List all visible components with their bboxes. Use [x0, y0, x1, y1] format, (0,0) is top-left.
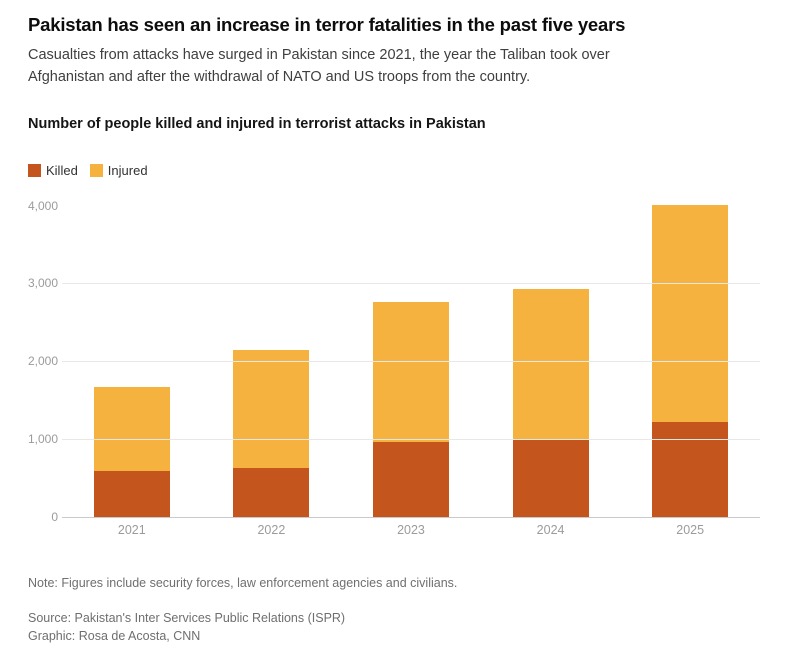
chart-subtitle: Casualties from attacks have surged in P…	[28, 47, 610, 85]
legend-label-killed: Killed	[46, 162, 78, 178]
y-tick-label: 1,000	[28, 431, 59, 446]
gridline	[62, 438, 760, 440]
stacked-bar-2024	[512, 289, 589, 517]
bar-segment-injured-2022	[233, 350, 310, 468]
x-tick-label: 2023	[397, 522, 425, 537]
bar-column-2021	[62, 191, 202, 517]
bar-segment-injured-2023	[372, 301, 449, 442]
x-tick-label: 2022	[257, 522, 286, 537]
y-tick-label: 2,000	[28, 353, 59, 368]
bar-column-2022	[202, 191, 342, 517]
bar-segment-injured-2024	[512, 289, 589, 440]
x-axis-baseline	[62, 516, 760, 518]
injured-swatch-icon	[89, 163, 103, 177]
y-tick-label: 0	[51, 509, 58, 524]
bar-column-2023	[341, 191, 481, 517]
footnote: Note: Figures include security forces, l…	[28, 575, 458, 590]
bar-segment-killed-2025	[652, 422, 729, 517]
bar-segment-killed-2022	[233, 467, 310, 517]
bar-segment-killed-2024	[512, 439, 589, 517]
bar-column-2024	[481, 191, 621, 517]
killed-swatch-icon	[28, 163, 41, 177]
bar-segment-injured-2021	[93, 386, 170, 472]
y-tick-label: 4,000	[28, 198, 59, 213]
legend: Killed Injured	[28, 163, 770, 178]
credit-line: Graphic: Rosa de Acosta, CNN	[28, 629, 201, 644]
stacked-bar-chart: 2021 2022 2023 2024 2025 0 1,000 2,000 3,000 4,0…	[28, 191, 770, 539]
x-tick-label: 2025	[676, 522, 705, 537]
chart-title: Pakistan has seen an increase in terror …	[28, 14, 626, 35]
bar-segment-killed-2023	[372, 441, 449, 517]
source-line: Source: Pakistan's Inter Services Public…	[28, 610, 346, 625]
legend-item-killed: Killed	[28, 163, 78, 178]
x-tick-label: 2021	[117, 522, 146, 537]
legend-label-injured: Injured	[107, 162, 148, 178]
stacked-bar-2023	[372, 301, 449, 517]
stacked-bar-2025	[652, 204, 729, 517]
stacked-bar-2021	[93, 386, 170, 517]
source-block: Source: Pakistan's Inter Services Public…	[28, 609, 770, 647]
gridline	[62, 361, 760, 363]
stacked-bar-2022	[233, 350, 310, 517]
bar-column-2025	[620, 191, 760, 517]
bar-segment-killed-2021	[93, 471, 170, 517]
gridline	[62, 283, 760, 285]
x-tick-label: 2024	[536, 522, 565, 537]
x-axis: 2021 2022 2023 2024 2025	[62, 523, 760, 537]
bar-segment-injured-2025	[652, 204, 729, 423]
plot-area	[62, 191, 760, 517]
legend-item-injured: Injured	[89, 162, 148, 178]
y-tick-label: 3,000	[28, 276, 59, 291]
chart-heading: Number of people killed and injured in t…	[28, 115, 486, 132]
